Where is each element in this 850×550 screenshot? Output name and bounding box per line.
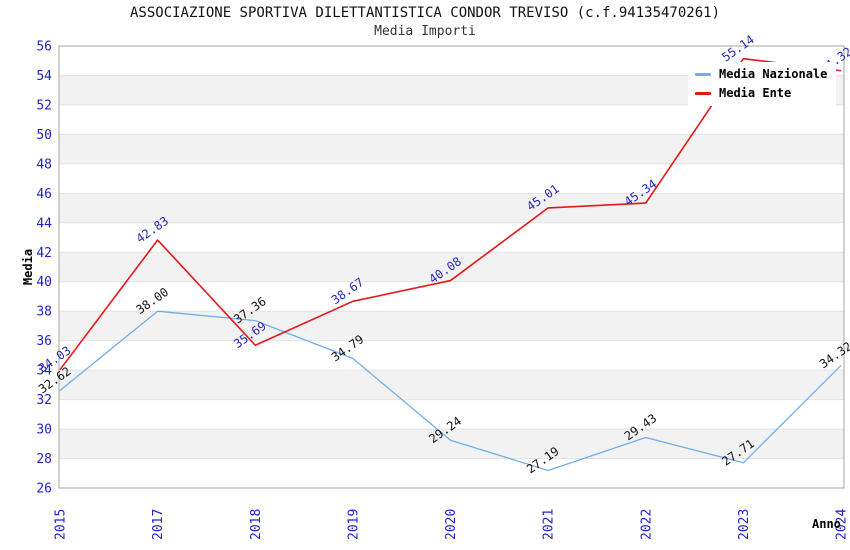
- svg-text:40: 40: [36, 275, 52, 290]
- svg-text:28: 28: [36, 452, 52, 467]
- svg-text:38: 38: [36, 305, 52, 320]
- legend-item-media-ente: Media Ente: [695, 86, 827, 100]
- svg-text:48: 48: [36, 157, 52, 172]
- svg-text:32: 32: [36, 393, 52, 408]
- y-axis-ticks: 26 28 30 32 34 36 38 40 42 44 46 48 50 52 54 56: [36, 40, 52, 497]
- legend-swatch-media-ente: [695, 91, 711, 95]
- legend-label-media-nazionale: Media Nazionale: [719, 67, 828, 81]
- svg-text:52: 52: [36, 98, 52, 113]
- svg-text:2021: 2021: [542, 509, 557, 540]
- svg-text:2018: 2018: [249, 509, 264, 540]
- svg-text:34: 34: [36, 364, 52, 379]
- svg-text:50: 50: [36, 128, 52, 143]
- svg-text:44: 44: [36, 216, 52, 231]
- legend-label-media-ente: Media Ente: [719, 86, 792, 100]
- svg-text:30: 30: [36, 423, 52, 438]
- svg-text:2015: 2015: [54, 509, 69, 540]
- chart-title: ASSOCIAZIONE SPORTIVA DILETTANTISTICA CO…: [129, 5, 720, 21]
- svg-text:46: 46: [36, 187, 52, 202]
- svg-text:2019: 2019: [346, 509, 361, 540]
- svg-text:54: 54: [36, 69, 52, 84]
- chart-subtitle: Media Importi: [374, 24, 476, 39]
- svg-text:2022: 2022: [639, 509, 654, 540]
- svg-text:2020: 2020: [444, 509, 459, 540]
- series-line-1: [59, 57, 842, 371]
- svg-text:56: 56: [36, 40, 52, 55]
- legend-swatch-media-nazionale: [695, 72, 711, 76]
- svg-text:36: 36: [36, 334, 52, 349]
- svg-text:2023: 2023: [737, 509, 752, 540]
- plot-border: [58, 45, 845, 489]
- legend-item-media-nazionale: Media Nazionale: [695, 67, 827, 81]
- series-line-0: [59, 310, 842, 472]
- legend: Media Nazionale Media Ente: [688, 62, 837, 106]
- x-axis-title: Anno: [812, 517, 841, 531]
- plot-bands: [59, 46, 844, 488]
- svg-text:2017: 2017: [151, 509, 166, 540]
- svg-text:2024: 2024: [835, 509, 850, 540]
- svg-text:26: 26: [36, 482, 52, 497]
- x-axis-ticks: 2015 2017 2018 2019 2020 2021 2022 2023 2024: [54, 509, 850, 540]
- y-axis-title: Media: [21, 249, 35, 285]
- svg-text:42: 42: [36, 246, 52, 261]
